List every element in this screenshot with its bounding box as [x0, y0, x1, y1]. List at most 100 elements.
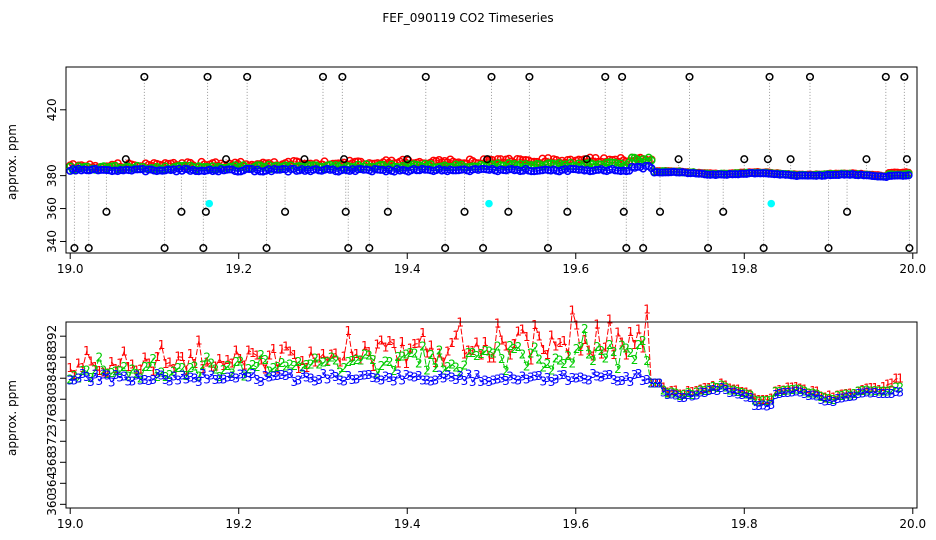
bottom-marker-1: 1 — [718, 376, 726, 390]
top-point-3 — [725, 169, 734, 179]
bottom-marker-1: 1 — [743, 385, 751, 399]
top-series-0 — [70, 72, 914, 253]
bottom-marker-1: 1 — [660, 381, 668, 395]
bottom-marker-3: 3 — [743, 391, 751, 405]
top-point-3 — [655, 168, 664, 177]
bottom-marker-1: 1 — [701, 381, 709, 395]
bottom-marker-2: 2 — [743, 388, 751, 402]
bottom-marker-2: 2 — [880, 384, 888, 398]
bottom-marker-3: 3 — [747, 391, 755, 405]
bottom-marker-3: 3 — [440, 372, 448, 386]
bottom-marker-2: 2 — [531, 341, 539, 355]
bottom-marker-1: 1 — [394, 357, 402, 371]
bottom-marker-3: 3 — [556, 369, 564, 383]
bottom-marker-3: 3 — [892, 385, 900, 399]
bottom-marker-3: 3 — [539, 374, 547, 388]
bottom-marker-1: 1 — [793, 380, 801, 394]
bottom-ytick-label: 388 — [45, 346, 59, 369]
bottom-marker-2: 2 — [332, 353, 340, 367]
top-point-cyan — [205, 199, 214, 208]
bottom-marker-3: 3 — [344, 369, 352, 383]
bottom-marker-3: 3 — [705, 384, 713, 398]
bottom-marker-1: 1 — [809, 384, 817, 398]
bottom-marker-1: 1 — [826, 389, 834, 403]
bottom-marker-1: 1 — [531, 318, 539, 332]
top-point-0 — [339, 155, 349, 164]
bottom-marker-3: 3 — [427, 374, 435, 388]
bottom-marker-2: 2 — [328, 351, 336, 365]
bottom-marker-2: 2 — [705, 382, 713, 396]
top-point-3 — [826, 171, 835, 180]
bottom-marker-1: 1 — [249, 346, 257, 360]
bottom-marker-2: 2 — [539, 361, 547, 375]
top-point-3 — [904, 171, 913, 180]
bottom-marker-2: 2 — [693, 385, 701, 399]
bottom-marker-3: 3 — [627, 375, 635, 389]
bottom-marker-2: 2 — [701, 384, 709, 398]
bottom-marker-1: 1 — [593, 318, 601, 332]
bottom-marker-2: 2 — [237, 354, 245, 368]
bottom-marker-1: 1 — [241, 359, 249, 373]
bottom-marker-1: 1 — [411, 337, 419, 351]
bottom-marker-1: 1 — [91, 360, 99, 374]
bottom-marker-2: 2 — [473, 349, 481, 363]
top-point-3 — [314, 166, 323, 175]
bottom-marker-1: 1 — [112, 362, 120, 376]
top-series-3 — [66, 161, 913, 182]
bottom-marker-1: 1 — [361, 339, 369, 353]
bottom-marker-2: 2 — [199, 359, 207, 373]
bottom-marker-1: 1 — [311, 355, 319, 369]
bottom-marker-2: 2 — [307, 358, 315, 372]
top-point-0 — [786, 155, 795, 164]
bottom-marker-2: 2 — [390, 364, 398, 378]
bottom-marker-2: 2 — [614, 362, 622, 376]
bottom-marker-1: 1 — [830, 391, 838, 405]
bottom-marker-2: 2 — [349, 354, 357, 368]
bottom-marker-2: 2 — [108, 366, 116, 380]
bottom-marker-1: 1 — [859, 383, 867, 397]
top-point-0 — [622, 244, 631, 253]
top-point-0 — [318, 72, 328, 81]
bottom-marker-1: 1 — [876, 383, 884, 397]
bottom-marker-1: 1 — [801, 382, 809, 396]
bottom-marker-3: 3 — [481, 373, 489, 387]
bottom-marker-2: 2 — [510, 342, 518, 356]
bottom-marker-3: 3 — [83, 370, 91, 384]
top-point-0 — [525, 72, 534, 81]
top-point-0 — [365, 244, 374, 253]
bottom-marker-2: 2 — [212, 362, 220, 376]
bottom-marker-2: 2 — [718, 379, 726, 393]
bottom-marker-2: 2 — [141, 360, 149, 374]
top-point-3 — [879, 172, 888, 181]
bottom-marker-3: 3 — [871, 386, 879, 400]
top-point-3 — [353, 165, 363, 174]
top-point-3 — [770, 170, 779, 179]
bottom-marker-1: 1 — [618, 335, 626, 349]
bottom-xtick-label: 19.8 — [731, 517, 758, 531]
top-point-3 — [158, 166, 167, 175]
bottom-marker-2: 2 — [589, 354, 597, 368]
bottom-marker-2: 2 — [178, 361, 186, 375]
bottom-marker-2: 2 — [755, 394, 763, 408]
bottom-marker-1: 1 — [286, 344, 294, 358]
bottom-marker-1: 1 — [427, 339, 435, 353]
top-point-3 — [130, 165, 139, 174]
top-point-0 — [460, 207, 469, 216]
panel-top-marks — [66, 72, 914, 253]
bottom-marker-3: 3 — [867, 386, 875, 400]
top-point-3 — [611, 166, 620, 175]
bottom-marker-3: 3 — [764, 400, 772, 414]
bottom-marker-2: 2 — [635, 338, 643, 352]
bottom-marker-2: 2 — [228, 366, 236, 380]
top-point-cyan — [767, 199, 776, 208]
bottom-marker-1: 1 — [664, 385, 672, 399]
bottom-marker-1: 1 — [772, 384, 780, 398]
bottom-marker-3: 3 — [498, 372, 506, 386]
bottom-marker-1: 1 — [863, 382, 871, 396]
bottom-marker-3: 3 — [291, 375, 299, 389]
bottom-marker-1: 1 — [419, 326, 427, 340]
bottom-marker-3: 3 — [232, 372, 240, 386]
top-point-3 — [191, 166, 200, 176]
top-point-0 — [70, 244, 79, 253]
bottom-marker-2: 2 — [465, 346, 473, 360]
